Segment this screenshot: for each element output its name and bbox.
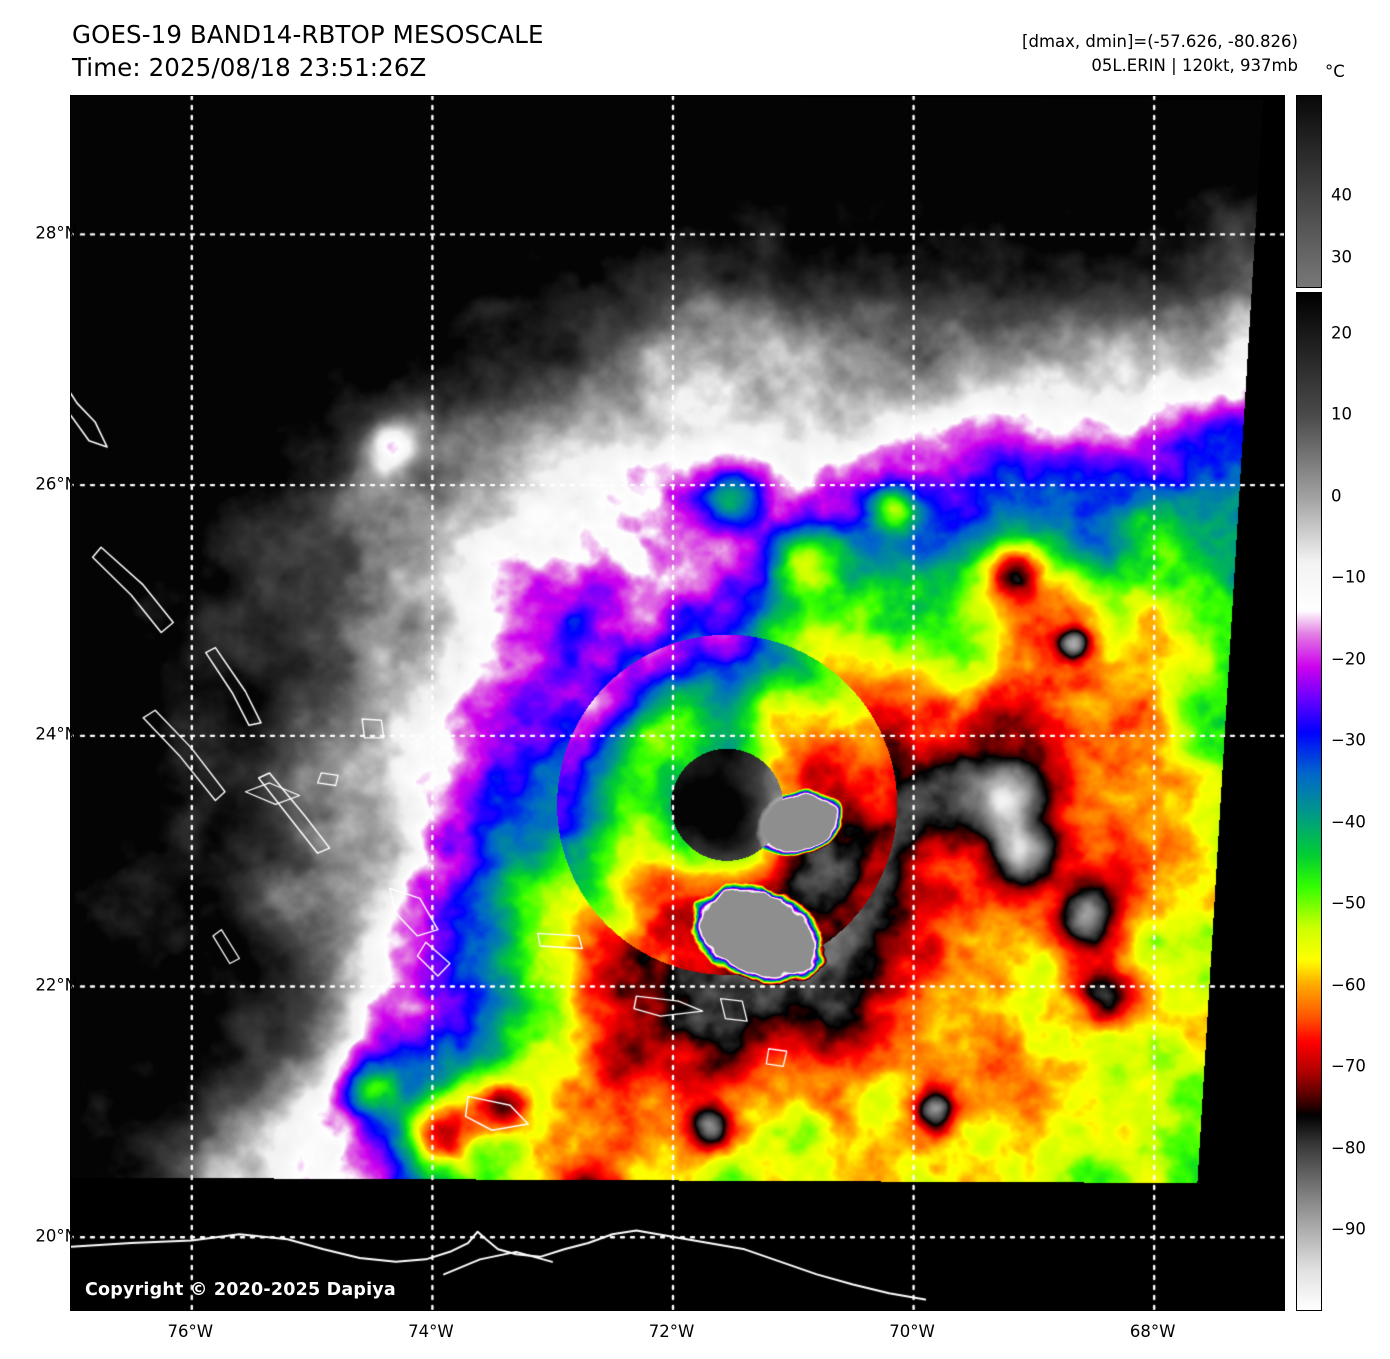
colorbar-tick-label: −10 xyxy=(1331,567,1366,587)
timestamp-label: Time: 2025/08/18 23:51:26Z xyxy=(72,53,427,82)
map-overlay-layer xyxy=(71,96,1284,1310)
ytick-label: 20°N xyxy=(35,1226,77,1246)
colorbar-upper-segment xyxy=(1296,95,1322,288)
colorbar-tick-label: 30 xyxy=(1331,247,1352,267)
data-extremes-label: [dmax, dmin]=(-57.626, -80.826) xyxy=(1022,32,1298,51)
colorbar-tick-label: −50 xyxy=(1331,893,1366,913)
xtick-label: 68°W xyxy=(1129,1322,1176,1341)
ytick-label: 22°N xyxy=(35,975,77,995)
xtick-label: 74°W xyxy=(408,1322,454,1341)
ytick-label: 26°N xyxy=(35,474,77,494)
ytick-label: 24°N xyxy=(35,724,77,744)
xtick-label: 76°W xyxy=(167,1322,214,1341)
colorbar-tick-label: −40 xyxy=(1331,812,1366,832)
page-title: GOES-19 BAND14-RBTOP MESOSCALE Time: 202… xyxy=(72,18,544,84)
colorbar-tick-label: −70 xyxy=(1331,1056,1366,1076)
satellite-image-panel: Copyright © 2020-2025 Dapiya xyxy=(70,95,1285,1311)
colorbar-tick-label: −30 xyxy=(1331,730,1366,750)
xtick-label: 72°W xyxy=(648,1322,695,1341)
colorbar-tick-label: 20 xyxy=(1331,323,1352,343)
storm-info-label: 05L.ERIN | 120kt, 937mb xyxy=(1091,56,1298,75)
metadata-block: [dmax, dmin]=(-57.626, -80.826) 05L.ERIN… xyxy=(1022,30,1298,78)
colorbar-tick-label: 40 xyxy=(1331,185,1352,205)
colorbar-tick-label: −60 xyxy=(1331,975,1366,995)
product-title: GOES-19 BAND14-RBTOP MESOSCALE xyxy=(72,20,544,49)
colorbar-tick-label: −20 xyxy=(1331,649,1366,669)
colorbar-tick-label: −80 xyxy=(1331,1138,1366,1158)
colorbar-main-segment xyxy=(1296,292,1322,1311)
colorbar-tick-label: −90 xyxy=(1331,1219,1366,1239)
ytick-label: 28°N xyxy=(35,223,77,243)
colorbar-unit-label: °C xyxy=(1325,62,1345,81)
copyright-notice: Copyright © 2020-2025 Dapiya xyxy=(85,1280,396,1300)
xtick-label: 70°W xyxy=(889,1322,935,1341)
colorbar-tick-label: 0 xyxy=(1331,486,1342,506)
colorbar-tick-label: 10 xyxy=(1331,404,1352,424)
